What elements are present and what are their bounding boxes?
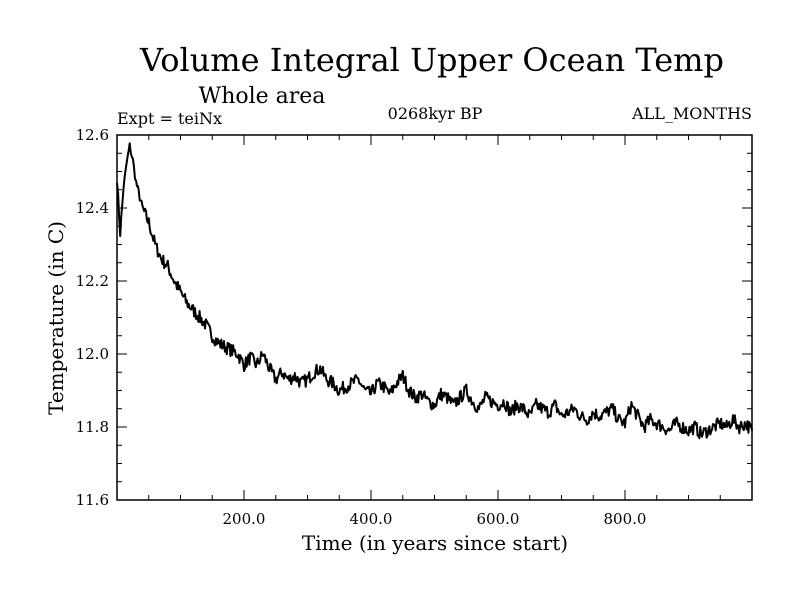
x-tick-label: 400.0 — [350, 510, 393, 528]
y-tick-label: 12.4 — [76, 199, 109, 217]
y-axis-label: Temperature (in C) — [44, 221, 68, 415]
y-tick-label: 12.2 — [76, 272, 109, 290]
experiment-label: Expt = teiNx — [117, 109, 222, 128]
series-line — [116, 142, 753, 440]
chart-subtitle: Whole area — [199, 84, 326, 109]
y-tick-labels: 11.6 11.8 12.0 12.2 12.4 12.6 — [76, 126, 109, 509]
axis-ticks — [117, 134, 752, 501]
plot-frame — [116, 134, 753, 501]
y-tick-label: 11.6 — [76, 491, 109, 509]
period-label: 0268kyr BP — [388, 104, 483, 123]
chart-title: Volume Integral Upper Ocean Temp — [139, 41, 724, 79]
x-tick-label: 600.0 — [477, 510, 520, 528]
x-tick-label: 800.0 — [604, 510, 647, 528]
y-tick-label: 11.8 — [76, 418, 109, 436]
y-tick-label: 12.0 — [76, 345, 109, 363]
y-tick-label: 12.6 — [76, 126, 109, 144]
x-axis-label: Time (in years since start) — [302, 531, 568, 555]
x-tick-labels: 200.0 400.0 600.0 800.0 — [223, 510, 647, 528]
months-label: ALL_MONTHS — [631, 104, 752, 123]
x-tick-label: 200.0 — [223, 510, 266, 528]
